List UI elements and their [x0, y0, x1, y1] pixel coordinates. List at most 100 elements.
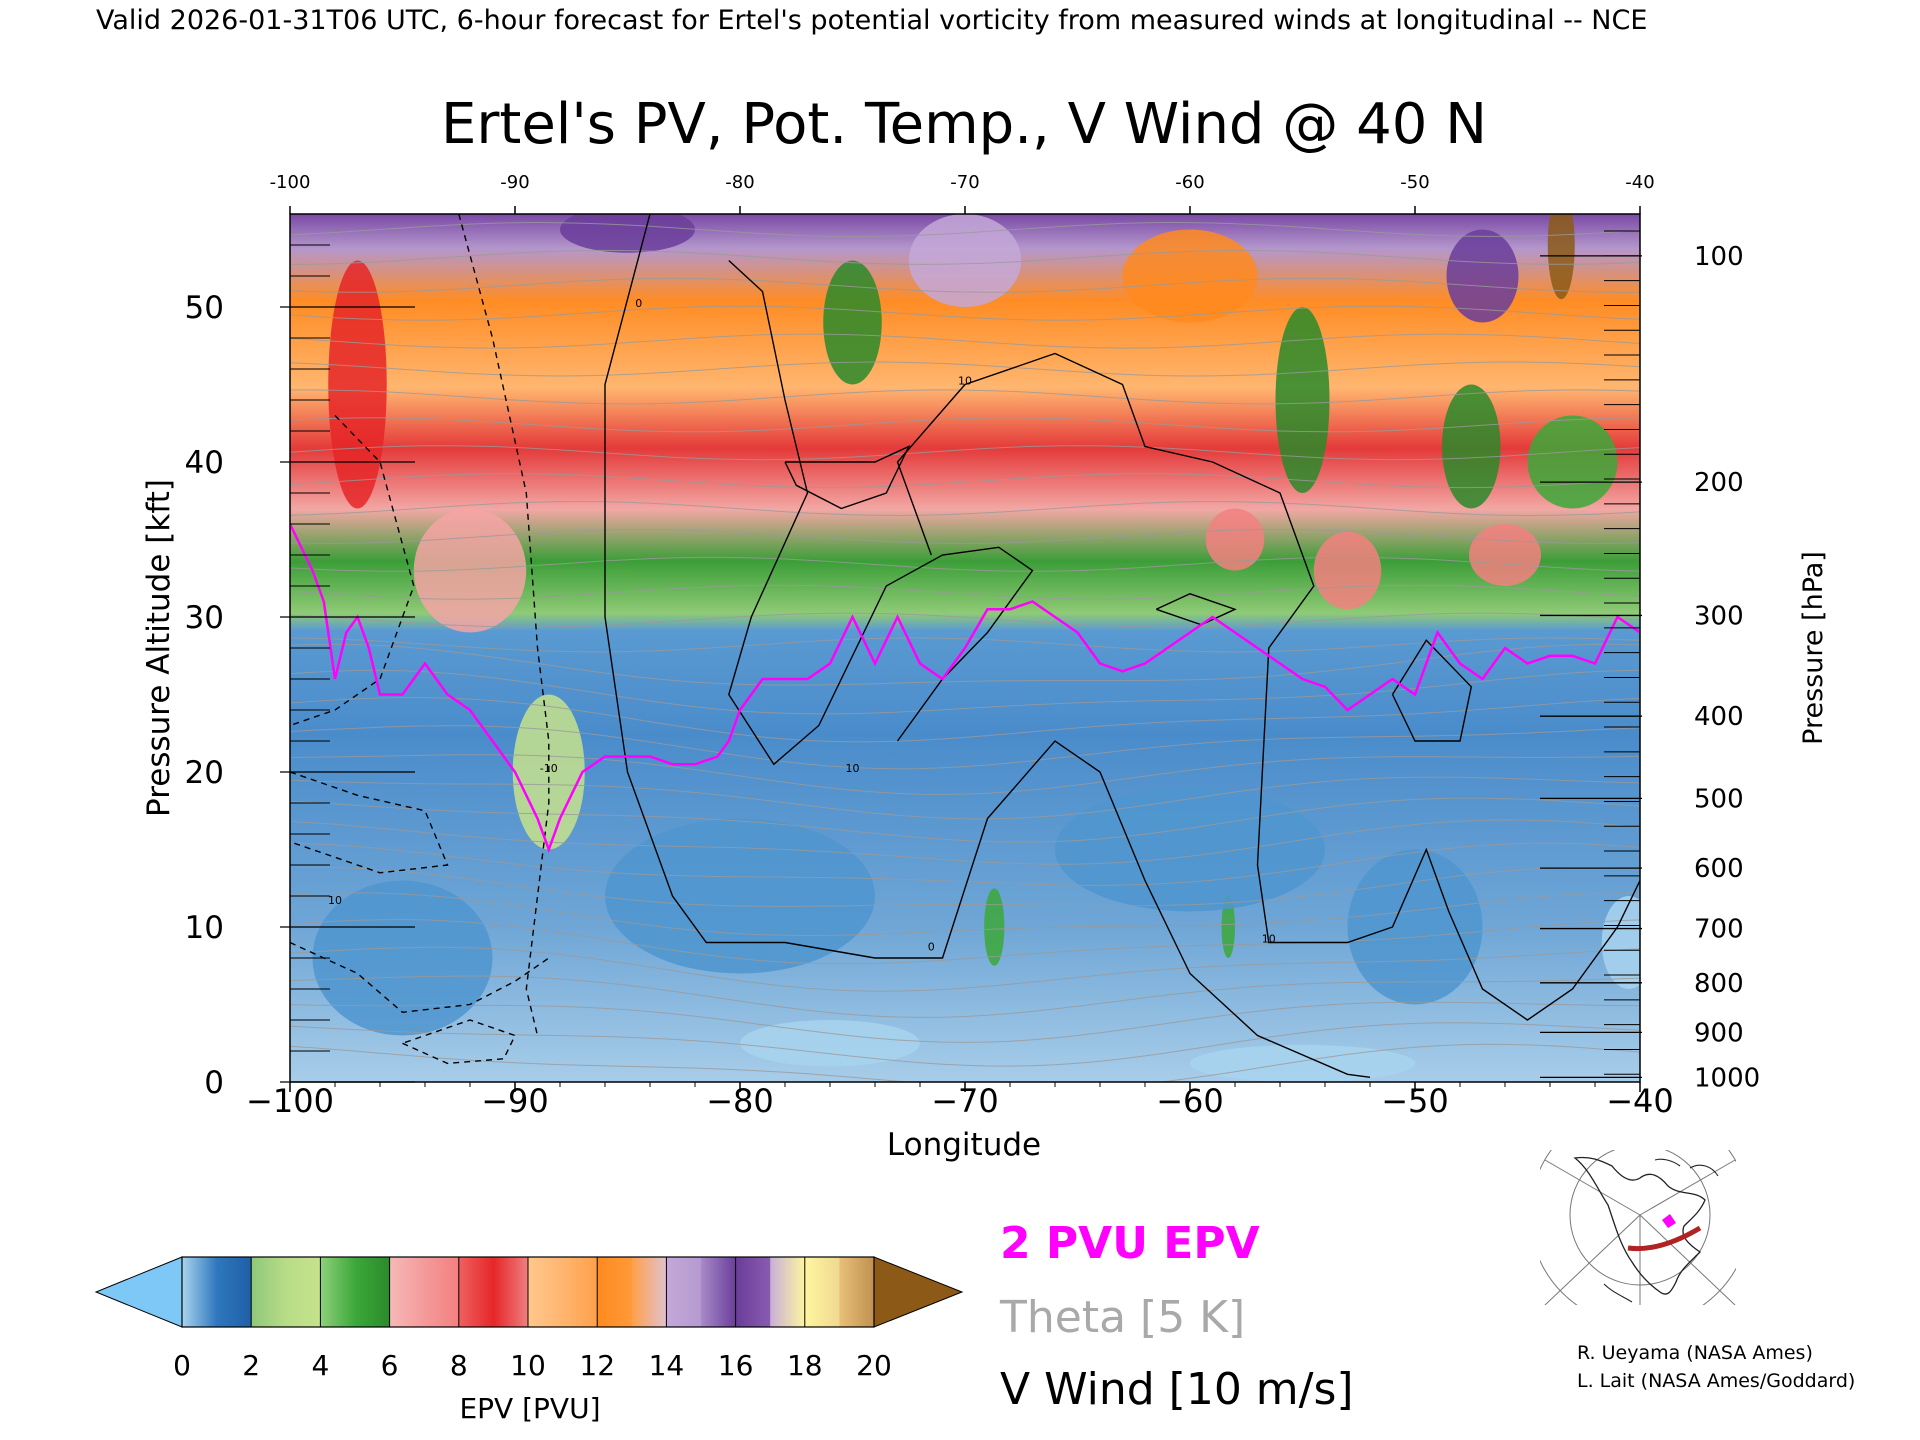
- colorbar-tick-label: 12: [579, 1349, 615, 1382]
- colorbar-under-triangle: [94, 1256, 183, 1328]
- v-wind-contour-label: 10: [958, 375, 972, 388]
- theta-contour: [290, 1001, 1640, 1043]
- x-axis-tick-label: −50: [1381, 1082, 1449, 1120]
- theta-contour: [290, 612, 1640, 628]
- theta-contour: [290, 528, 1640, 544]
- v-wind-contour-positive: [1391, 639, 1473, 742]
- theta-contour: [290, 946, 1640, 992]
- pv-feature: [1347, 849, 1483, 1005]
- v-wind-contour-label: 10: [846, 762, 860, 775]
- v-wind-contour-positive: [604, 214, 1371, 1078]
- y-axis-tick-label: 0: [204, 1065, 224, 1101]
- pv-feature: [908, 214, 1022, 307]
- colorbar-segment: [770, 1257, 806, 1327]
- pressure-axis-tick-label: 300: [1694, 601, 1744, 631]
- theta-contour: [290, 221, 1640, 238]
- y-axis-tick-label: 50: [185, 290, 224, 326]
- pressure-axis-tick-label: 500: [1694, 784, 1744, 814]
- legend-2pvu: 2 PVU EPV: [1000, 1218, 1260, 1269]
- pv-feature: [605, 818, 875, 974]
- locator-track: [1627, 1225, 1702, 1252]
- y-axis-tick-label: 40: [185, 445, 224, 481]
- v-wind-contour-positive: [784, 445, 911, 510]
- x-axis-tick-label: −70: [931, 1082, 999, 1120]
- y-axis-label: Pressure Altitude [kft]: [141, 479, 177, 817]
- colorbar-segment: [666, 1257, 702, 1327]
- colorbar-tick-label: 8: [450, 1349, 468, 1382]
- theta-contour: [290, 305, 1640, 321]
- pv-feature: [1442, 384, 1501, 509]
- colorbar-segment: [182, 1257, 218, 1327]
- colorbar-tick-label: 4: [311, 1349, 329, 1382]
- colorbar-tick-label: 2: [242, 1349, 260, 1382]
- colorbar-segment: [839, 1257, 875, 1327]
- theta-contour: [290, 754, 1640, 795]
- colorbar-segment: [597, 1257, 633, 1327]
- colorbar-segment: [528, 1257, 564, 1327]
- colorbar-segment: [355, 1257, 391, 1327]
- pv-feature: [1446, 229, 1519, 323]
- colorbar-label: EPV [PVU]: [459, 1392, 600, 1425]
- map-coastline: [1573, 1156, 1706, 1295]
- pv-feature: [1205, 508, 1265, 571]
- pv-feature: [1601, 896, 1640, 989]
- colorbar-tick-label: 0: [173, 1349, 191, 1382]
- pressure-axis-tick-label: 700: [1694, 915, 1744, 945]
- pv-feature: [1469, 524, 1541, 586]
- map-meridian: [1639, 1159, 1736, 1216]
- y2-axis-label: Pressure [hPa]: [1798, 551, 1829, 745]
- colorbar-segment: [216, 1257, 252, 1327]
- top-axis-tick-label: -70: [950, 172, 979, 193]
- theta-contour: [290, 866, 1640, 907]
- x-axis-tick-label: −90: [481, 1082, 549, 1120]
- pv-feature: [1055, 787, 1325, 912]
- theta-contour: [290, 697, 1640, 743]
- pressure-axis-tick-label: 800: [1694, 969, 1744, 999]
- locator-map: [1540, 1150, 1736, 1305]
- colorbar-tick-label: 10: [510, 1349, 546, 1382]
- colorbar-tick-label: 20: [856, 1349, 892, 1382]
- axes: −100-100−90-90−80-80−70-70−60-60−50-50−4…: [185, 172, 1761, 1120]
- colorbar-segment: [493, 1257, 529, 1327]
- theta-contour: [290, 277, 1640, 293]
- v-wind-contour-label: -10: [540, 762, 558, 775]
- colorbar-segment: [389, 1257, 425, 1327]
- top-axis-tick-label: -90: [500, 172, 529, 193]
- pv-feature: [740, 1020, 920, 1067]
- x-axis-tick-label: −60: [1156, 1082, 1224, 1120]
- v-wind-contour-label: 10: [328, 894, 342, 907]
- theta-contour: [290, 776, 1640, 820]
- theta-contour: [290, 797, 1640, 843]
- locator-position-marker: [1662, 1214, 1676, 1228]
- pv-feature: [512, 694, 585, 850]
- map-meridian: [1544, 1214, 1641, 1305]
- pv-field-features: [312, 214, 1640, 1082]
- pv-feature: [560, 214, 695, 253]
- y-axis-tick-label: 10: [185, 910, 224, 946]
- x-axis-label: Longitude: [887, 1127, 1041, 1163]
- v-wind-contour-negative: [290, 415, 415, 727]
- colorbar-tick-label: 16: [718, 1349, 754, 1382]
- credit-line-1: R. Ueyama (NASA Ames): [1577, 1342, 1813, 1364]
- theta-contour: [290, 842, 1640, 886]
- theta-contour: [290, 1043, 1640, 1082]
- pressure-axis-tick-label: 600: [1694, 854, 1744, 884]
- plot-area: 10 10 10 0 0 -10 10: [290, 214, 1640, 1082]
- v-wind-contour-positive: [728, 259, 1034, 766]
- theta-contour: [290, 669, 1640, 715]
- theta-contour: [290, 445, 1640, 461]
- colorbar-segment: [320, 1257, 356, 1327]
- theta-contour: [290, 249, 1640, 265]
- colorbar-segment: [735, 1257, 771, 1327]
- theta-contour: [290, 333, 1640, 349]
- colorbar-tick-label: 14: [649, 1349, 685, 1382]
- y-axis-tick-label: 30: [185, 600, 224, 636]
- pv-feature: [328, 260, 387, 509]
- colorbar-segment: [424, 1257, 460, 1327]
- v-wind-contour-negative: [290, 771, 449, 874]
- colorbar-segment: [458, 1257, 494, 1327]
- map-meridian: [1639, 1214, 1736, 1305]
- theta-contour: [290, 584, 1640, 600]
- theta-contour: [290, 819, 1640, 865]
- theta-contour: [290, 975, 1640, 1018]
